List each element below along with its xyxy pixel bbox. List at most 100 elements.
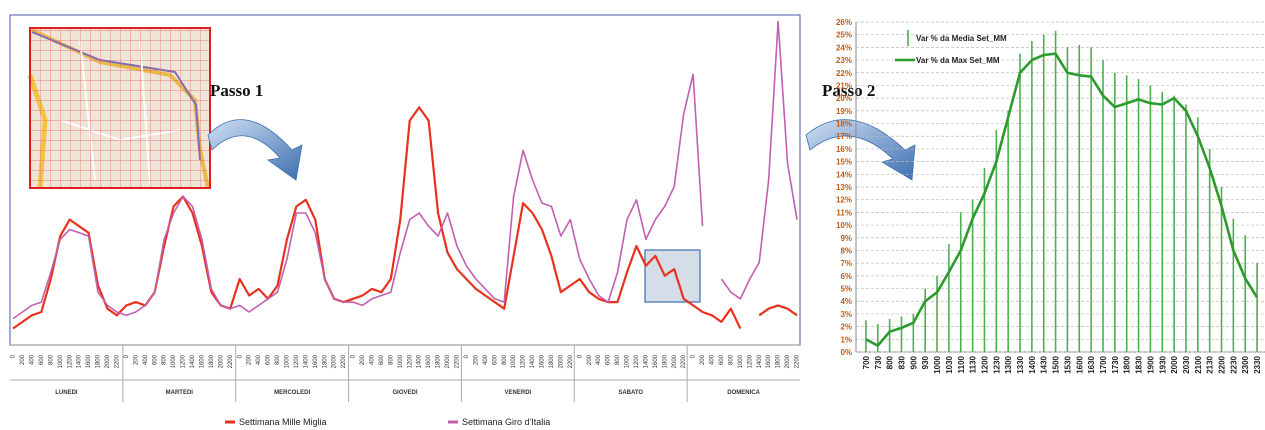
legend-label: Settimana Giro d'Italia [462,417,550,427]
bar [1043,35,1045,352]
y-tick-label: 22% [836,69,852,78]
x-tick-label: 2200 [341,354,347,368]
y-tick-label: 2% [840,323,852,332]
bar [889,319,891,352]
x-tick-label: 1900 [1146,355,1155,373]
x-tick-label: 2000 [445,354,451,368]
x-tick-label: 2200 [568,354,574,368]
x-tick-label: 0 [124,354,130,358]
bar [1078,45,1080,352]
x-tick-label: 1400 [643,354,649,368]
x-tick-label: 1300 [1004,355,1013,373]
x-tick-label: 200 [247,354,253,365]
y-tick-label: 23% [836,56,852,65]
x-tick-label: 200 [133,354,139,365]
x-tick-label: 1200 [980,355,989,373]
x-tick-label: 1230 [992,355,1001,373]
bar [1007,111,1009,352]
x-tick-label: 1200 [634,354,640,368]
x-tick-label: 600 [379,354,385,365]
group-label: SABATO [618,390,643,396]
x-tick-label: 800 [388,354,394,365]
y-tick-label: 1% [840,335,852,344]
y-tick-label: 18% [836,120,852,129]
x-tick-label: 930 [921,355,930,369]
x-tick-label: 2000 [672,354,678,368]
x-tick-label: 1830 [1135,355,1144,373]
x-tick-label: 2200 [114,354,120,368]
bar [960,212,962,352]
x-tick-label: 200 [20,354,26,365]
x-tick-label: 1000 [933,355,942,373]
x-tick-label: 1200 [181,354,187,368]
x-tick-label: 2000 [558,354,564,368]
x-tick-label: 2000 [1170,355,1179,373]
bar [936,276,938,352]
x-tick-label: 800 [886,355,895,369]
x-tick-label: 1330 [1016,355,1025,373]
bar [901,316,903,352]
y-tick-label: 6% [840,272,852,281]
x-tick-label: 730 [874,355,883,369]
x-tick-label: 2200 [455,354,461,368]
y-tick-label: 11% [836,208,852,217]
x-tick-label: 2100 [1194,355,1203,373]
x-tick-label: 1600 [653,354,659,368]
x-tick-label: 1600 [86,354,92,368]
x-tick-label: 400 [143,354,149,365]
x-tick-label: 1600 [540,354,546,368]
x-tick-label: 400 [596,354,602,365]
x-tick-label: 1200 [747,354,753,368]
bar [1256,263,1258,352]
x-tick-label: 800 [48,354,54,365]
x-tick-label: 800 [162,354,168,365]
y-tick-label: 13% [836,183,852,192]
x-tick-label: 1930 [1158,355,1167,373]
composite-figure: Passo 1 Passo 2 020040060080010001200140… [0,0,1265,430]
group-label: LUNEDI [55,390,78,396]
y-tick-label: 20% [836,94,852,103]
x-tick-label: 1800 [549,354,555,368]
x-tick-label: 1400 [1028,355,1037,373]
y-tick-label: 9% [840,234,852,243]
y-tick-label: 17% [836,132,852,141]
bar [1067,47,1069,352]
x-tick-label: 1200 [407,354,413,368]
bar [1244,235,1246,352]
x-tick-label: 1400 [77,354,83,368]
x-tick-label: 2000 [218,354,224,368]
x-tick-label: 0 [237,354,243,358]
y-tick-label: 3% [840,310,852,319]
x-tick-label: 2000 [105,354,111,368]
x-tick-label: 700 [862,355,871,369]
x-tick-label: 600 [719,354,725,365]
legend-label: Settimana Mille Miglia [239,417,327,427]
y-tick-label: 24% [836,43,852,52]
x-tick-label: 400 [710,354,716,365]
x-tick-label: 1400 [530,354,536,368]
y-tick-label: 8% [840,246,852,255]
x-tick-label: 1800 [322,354,328,368]
y-tick-label: 16% [836,145,852,154]
y-tick-label: 25% [836,31,852,40]
y-tick-label: 10% [836,221,852,230]
x-tick-label: 1600 [1075,355,1084,373]
x-tick-label: 600 [492,354,498,365]
bar [924,289,926,352]
y-tick-label: 4% [840,297,852,306]
y-tick-label: 26% [836,18,852,27]
x-tick-label: 600 [152,354,158,365]
x-tick-label: 1400 [190,354,196,368]
x-tick-label: 1000 [738,354,744,368]
x-tick-label: 1800 [776,354,782,368]
y-tick-label: 5% [840,285,852,294]
x-tick-label: 2200 [795,354,801,368]
x-tick-label: 1000 [398,354,404,368]
x-tick-label: 0 [691,354,697,358]
x-tick-label: 600 [606,354,612,365]
x-tick-label: 2200 [681,354,687,368]
bar [1185,105,1187,353]
y-tick-label: 21% [836,81,852,90]
x-tick-label: 400 [256,354,262,365]
x-tick-label: 830 [897,355,906,369]
